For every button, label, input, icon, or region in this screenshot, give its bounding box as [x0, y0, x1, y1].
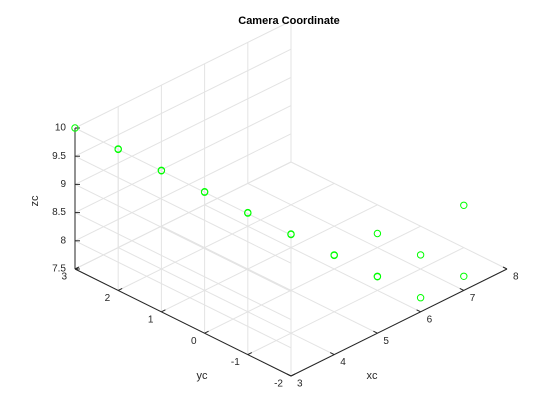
y-tick-label: 0 [191, 336, 197, 347]
grid-line [290, 161, 508, 270]
data-point [287, 230, 295, 238]
x-tick [329, 352, 335, 356]
grid-line [204, 225, 421, 334]
z-tick-label: 7.5 [52, 264, 66, 275]
grid-line [204, 204, 421, 313]
grid-line [74, 20, 292, 129]
grid-line [74, 48, 292, 157]
data-point [373, 229, 382, 238]
data-point [416, 251, 425, 259]
x-tick [286, 373, 292, 377]
y-tick-label: -2 [274, 379, 283, 390]
grid-line [117, 182, 335, 291]
x-tick-label: 6 [427, 314, 433, 325]
data-point [460, 272, 468, 280]
data-point [373, 272, 382, 280]
y-tick-label: 3 [61, 272, 67, 283]
data-point [330, 251, 338, 259]
axis-layer [74, 127, 508, 377]
z-tick-label: 8 [60, 235, 66, 246]
grid-layer [74, 20, 508, 377]
y-tick-label: 1 [148, 314, 154, 325]
grid-line [74, 183, 292, 292]
z-tick-label: 9.5 [52, 151, 66, 162]
data-point [460, 201, 468, 210]
x-axis-line [290, 268, 508, 377]
x-tick-label: 4 [340, 357, 346, 368]
x-tick-label: 8 [513, 272, 519, 283]
y-axis-line [74, 268, 292, 377]
grid-line [74, 133, 292, 242]
data-point [114, 145, 122, 153]
data-point [157, 166, 166, 175]
x-tick-label: 7 [470, 293, 476, 304]
x-tick [373, 330, 378, 334]
z-tick-label: 8.5 [52, 207, 66, 218]
grid-line [74, 127, 292, 236]
y-tick [290, 373, 296, 377]
y-tick-label: -1 [231, 357, 240, 368]
x-axis-label: xc [367, 370, 379, 382]
grid-line [247, 247, 465, 356]
grid-line [161, 225, 378, 334]
data-point [244, 208, 252, 217]
data-point [200, 188, 209, 196]
y-axis-label: yc [197, 370, 209, 382]
grid-line [161, 204, 378, 313]
grid-line [117, 247, 335, 356]
grid-line [74, 155, 292, 264]
grid-line [74, 161, 292, 270]
x-tick-label: 3 [297, 379, 303, 390]
y-tick [247, 352, 253, 356]
data-point [416, 294, 425, 302]
grid-line [74, 105, 292, 214]
x-tick [416, 309, 421, 313]
y-tick [161, 309, 166, 313]
x-tick [459, 287, 465, 291]
y-tick-label: 2 [105, 293, 111, 304]
z-tick-label: 9 [60, 179, 66, 190]
x-tick-label: 5 [383, 336, 389, 347]
data-points [71, 124, 468, 302]
grid-line [74, 212, 292, 321]
grid-line [247, 182, 465, 291]
y-tick [117, 287, 123, 291]
y-tick [204, 330, 209, 334]
grid-line [74, 240, 292, 349]
grid-line [74, 76, 292, 185]
data-point [71, 124, 79, 132]
chart-title: Camera Coordinate [238, 15, 339, 27]
z-tick-label: 10 [55, 123, 67, 134]
z-axis-label: zc [29, 195, 41, 207]
x-tick [502, 266, 508, 270]
